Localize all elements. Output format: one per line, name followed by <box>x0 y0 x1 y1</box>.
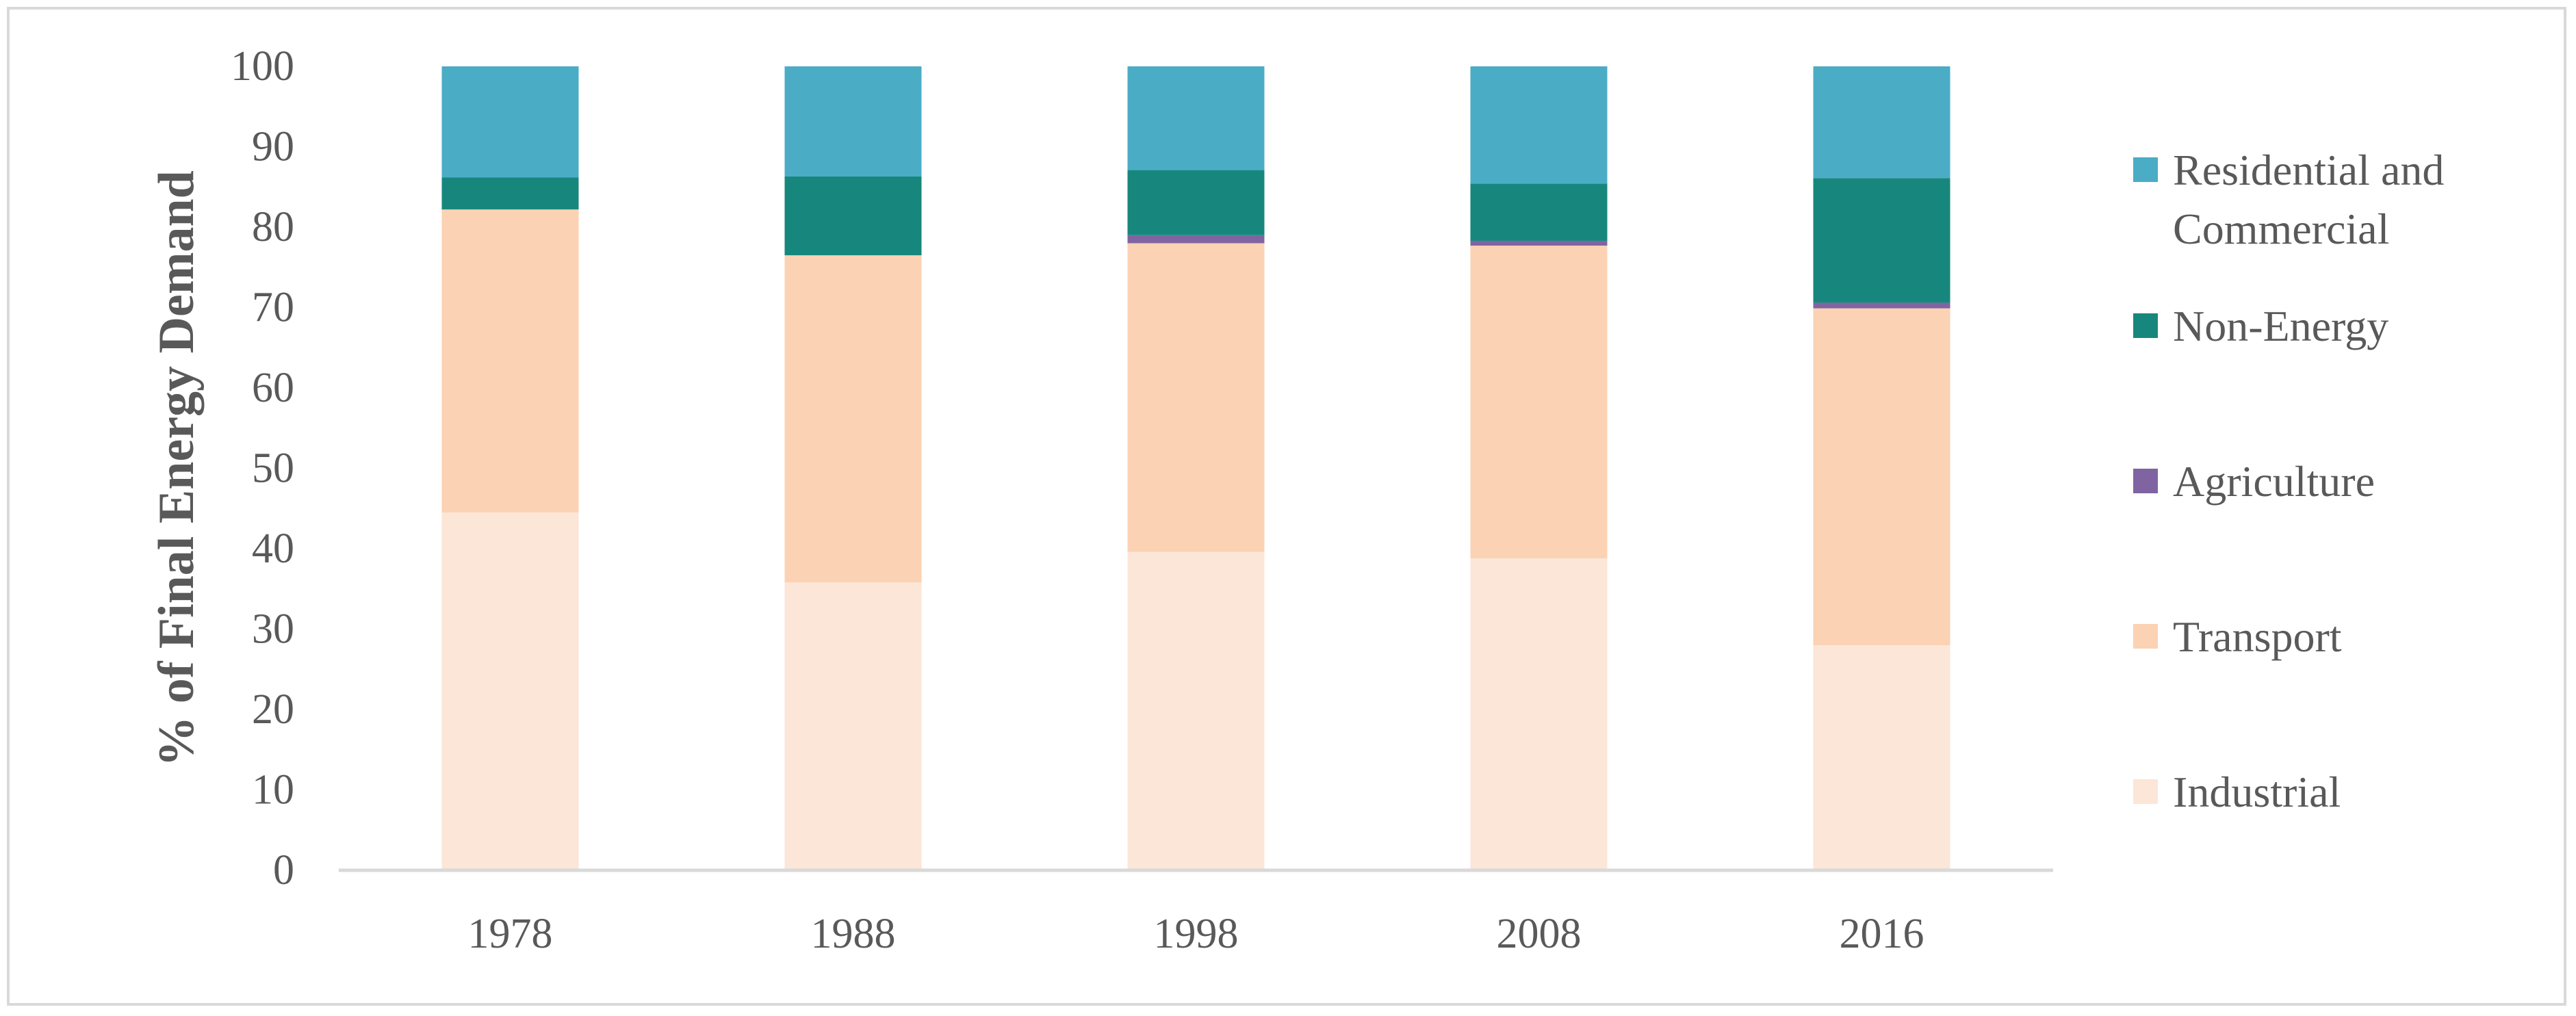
bar-segment-transport-1998 <box>1127 243 1265 552</box>
y-tick-label: 70 <box>252 285 294 331</box>
bar-segment-non-energy-1988 <box>784 176 922 256</box>
y-tick-label: 30 <box>252 606 294 653</box>
legend-swatch-residential-and-commercial <box>2133 157 2158 182</box>
bars <box>441 66 1950 870</box>
bar-segment-non-energy-2016 <box>1813 178 1950 303</box>
bar-segment-non-energy-1978 <box>441 177 579 210</box>
y-tick-label: 80 <box>252 204 294 250</box>
legend-swatch-agriculture <box>2133 469 2158 493</box>
y-axis-ticks: 0 10 20 30 40 50 60 70 80 90 100 <box>231 43 294 894</box>
x-axis-ticks: 1978 1988 1998 2008 2016 <box>468 911 1924 957</box>
y-tick-label: 100 <box>231 43 294 90</box>
legend-label: Non-Energy <box>2173 302 2388 350</box>
bar-segment-residential-and-commercial-1998 <box>1127 66 1265 170</box>
bar-segment-agriculture-2008 <box>1470 240 1608 246</box>
legend-label: Transport <box>2173 612 2342 661</box>
bar-segment-residential-and-commercial-2008 <box>1470 66 1608 184</box>
bar-segment-residential-and-commercial-2016 <box>1813 66 1950 179</box>
legend: Residential and Commercial Non-Energy Agric… <box>2133 146 2444 816</box>
x-tick-label: 1998 <box>1154 911 1239 957</box>
bar-segment-agriculture-2016 <box>1813 302 1950 309</box>
bar-segment-industrial-2008 <box>1470 558 1608 870</box>
bar-segment-industrial-1978 <box>441 512 579 870</box>
x-tick-label: 1978 <box>468 911 553 957</box>
bar-segment-industrial-2016 <box>1813 645 1950 870</box>
y-tick-label: 50 <box>252 445 294 492</box>
legend-label: Commercial <box>2173 205 2389 253</box>
legend-swatch-transport <box>2133 624 2158 649</box>
bar-segment-transport-1988 <box>784 255 922 583</box>
bar-segment-transport-2016 <box>1813 308 1950 645</box>
bar-segment-non-energy-1998 <box>1127 170 1265 235</box>
y-tick-label: 20 <box>252 686 294 733</box>
bar-segment-agriculture-1998 <box>1127 235 1265 244</box>
x-tick-label: 1988 <box>811 911 896 957</box>
bar-segment-industrial-1998 <box>1127 551 1265 870</box>
y-tick-label: 90 <box>252 124 294 170</box>
legend-swatch-industrial <box>2133 779 2158 804</box>
y-tick-label: 60 <box>252 365 294 411</box>
legend-label: Agriculture <box>2173 457 2375 506</box>
legend-label: Residential and <box>2173 146 2444 194</box>
bar-segment-residential-and-commercial-1978 <box>441 66 579 178</box>
bar-segment-industrial-1988 <box>784 582 922 870</box>
y-tick-label: 0 <box>273 847 294 894</box>
bar-segment-transport-1978 <box>441 209 579 513</box>
bar-segment-transport-2008 <box>1470 246 1608 559</box>
bar-segment-residential-and-commercial-1988 <box>784 66 922 177</box>
y-tick-label: 40 <box>252 525 294 572</box>
y-tick-label: 10 <box>252 767 294 813</box>
legend-label: Industrial <box>2173 768 2341 816</box>
bar-segment-non-energy-2008 <box>1470 183 1608 241</box>
x-tick-label: 2016 <box>1840 911 1924 957</box>
y-axis-title: % of Final Energy Demand <box>149 170 205 767</box>
x-tick-label: 2008 <box>1497 911 1582 957</box>
legend-swatch-non-energy <box>2133 313 2158 338</box>
